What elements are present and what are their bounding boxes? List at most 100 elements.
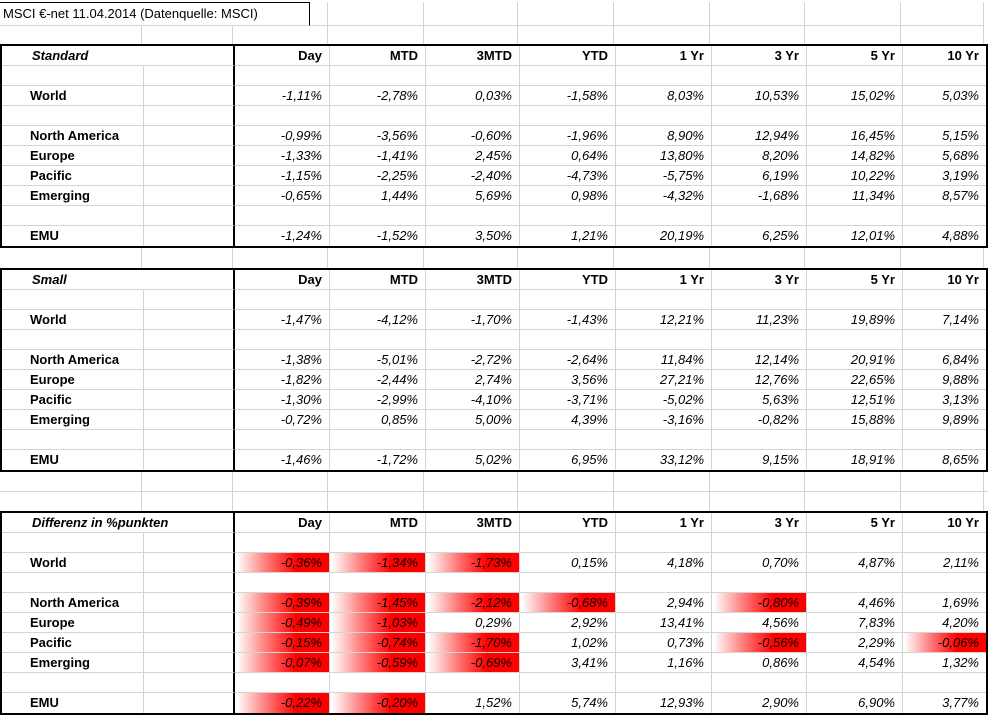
value-cell[interactable]: 6,25%: [712, 226, 807, 246]
value-cell[interactable]: 8,20%: [712, 146, 807, 166]
blank-cell[interactable]: [616, 66, 712, 86]
blank-cell[interactable]: [330, 673, 426, 693]
blank-cell[interactable]: [328, 2, 424, 26]
value-cell[interactable]: 13,41%: [616, 613, 712, 633]
value-cell[interactable]: -1,58%: [520, 86, 616, 106]
value-cell[interactable]: 0,86%: [712, 653, 807, 673]
value-cell[interactable]: 5,69%: [426, 186, 520, 206]
blank-cell[interactable]: [330, 430, 426, 450]
value-cell[interactable]: 12,76%: [712, 370, 807, 390]
blank-cell[interactable]: [144, 290, 235, 310]
value-cell[interactable]: -0,20%: [330, 693, 426, 713]
blank-cell[interactable]: [235, 66, 330, 86]
value-cell[interactable]: 6,19%: [712, 166, 807, 186]
blank-cell[interactable]: [144, 390, 235, 410]
blank-cell[interactable]: [233, 26, 328, 44]
value-cell[interactable]: 3,41%: [520, 653, 616, 673]
value-cell[interactable]: -4,10%: [426, 390, 520, 410]
value-cell[interactable]: -1,52%: [330, 226, 426, 246]
blank-cell[interactable]: [712, 673, 807, 693]
value-cell[interactable]: 1,02%: [520, 633, 616, 653]
blank-cell[interactable]: [144, 350, 235, 370]
blank-cell[interactable]: [328, 492, 424, 511]
value-cell[interactable]: 3,19%: [903, 166, 986, 186]
value-cell[interactable]: 4,39%: [520, 410, 616, 430]
blank-cell[interactable]: [0, 248, 142, 268]
blank-cell[interactable]: [2, 673, 144, 693]
column-header-3-yr[interactable]: 3 Yr: [712, 513, 807, 533]
column-header-1-yr[interactable]: 1 Yr: [616, 513, 712, 533]
blank-cell[interactable]: [144, 633, 235, 653]
blank-cell[interactable]: [424, 2, 518, 26]
blank-cell[interactable]: [144, 430, 235, 450]
value-cell[interactable]: 2,11%: [903, 553, 986, 573]
blank-cell[interactable]: [614, 26, 710, 44]
row-label-pacific[interactable]: Pacific: [2, 390, 144, 410]
value-cell[interactable]: 13,80%: [616, 146, 712, 166]
value-cell[interactable]: 9,89%: [903, 410, 986, 430]
blank-cell[interactable]: [712, 66, 807, 86]
blank-cell[interactable]: [903, 533, 986, 553]
blank-cell[interactable]: [616, 533, 712, 553]
blank-cell[interactable]: [807, 330, 903, 350]
value-cell[interactable]: 0,73%: [616, 633, 712, 653]
blank-cell[interactable]: [614, 2, 710, 26]
value-cell[interactable]: -5,01%: [330, 350, 426, 370]
value-cell[interactable]: 33,12%: [616, 450, 712, 470]
blank-cell[interactable]: [520, 206, 616, 226]
blank-cell[interactable]: [805, 472, 901, 492]
blank-cell[interactable]: [712, 290, 807, 310]
column-header-5-yr[interactable]: 5 Yr: [807, 513, 903, 533]
column-header-1-yr[interactable]: 1 Yr: [616, 46, 712, 66]
blank-cell[interactable]: [330, 290, 426, 310]
row-label-emerging[interactable]: Emerging: [2, 410, 144, 430]
blank-cell[interactable]: [712, 206, 807, 226]
blank-cell[interactable]: [235, 430, 330, 450]
column-header-3mtd[interactable]: 3MTD: [426, 270, 520, 290]
blank-cell[interactable]: [901, 492, 984, 511]
row-label-world[interactable]: World: [2, 553, 144, 573]
value-cell[interactable]: -1,70%: [426, 633, 520, 653]
value-cell[interactable]: -0,72%: [235, 410, 330, 430]
value-cell[interactable]: -2,12%: [426, 593, 520, 613]
value-cell[interactable]: -0,69%: [426, 653, 520, 673]
value-cell[interactable]: 12,51%: [807, 390, 903, 410]
column-header-10-yr[interactable]: 10 Yr: [903, 513, 986, 533]
value-cell[interactable]: -2,25%: [330, 166, 426, 186]
value-cell[interactable]: 2,92%: [520, 613, 616, 633]
column-header-5-yr[interactable]: 5 Yr: [807, 270, 903, 290]
blank-cell[interactable]: [2, 290, 144, 310]
value-cell[interactable]: 15,88%: [807, 410, 903, 430]
blank-cell[interactable]: [712, 430, 807, 450]
blank-cell[interactable]: [144, 410, 235, 430]
value-cell[interactable]: 5,03%: [903, 86, 986, 106]
value-cell[interactable]: -4,73%: [520, 166, 616, 186]
value-cell[interactable]: 3,77%: [942, 695, 979, 710]
value-cell[interactable]: 15,02%: [807, 86, 903, 106]
blank-cell[interactable]: [144, 533, 235, 553]
column-header-mtd[interactable]: MTD: [330, 270, 426, 290]
blank-cell[interactable]: [901, 248, 984, 268]
blank-cell[interactable]: [424, 492, 518, 511]
value-cell[interactable]: 20,19%: [616, 226, 712, 246]
value-cell[interactable]: -1,11%: [235, 86, 330, 106]
column-header-3-yr[interactable]: 3 Yr: [712, 46, 807, 66]
blank-cell[interactable]: [330, 533, 426, 553]
value-cell[interactable]: 22,65%: [807, 370, 903, 390]
blank-cell[interactable]: [330, 66, 426, 86]
blank-cell[interactable]: [712, 573, 807, 593]
column-header-day[interactable]: Day: [235, 270, 330, 290]
blank-cell[interactable]: [330, 330, 426, 350]
row-label-pacific[interactable]: Pacific: [2, 633, 144, 653]
blank-cell[interactable]: [2, 430, 144, 450]
value-cell[interactable]: 4,54%: [807, 653, 903, 673]
blank-cell[interactable]: [2, 573, 144, 593]
value-cell[interactable]: 7,14%: [903, 310, 986, 330]
value-cell[interactable]: -1,82%: [235, 370, 330, 390]
value-cell[interactable]: 2,29%: [807, 633, 903, 653]
blank-cell[interactable]: [807, 673, 903, 693]
section-title-cell[interactable]: Differenz in %punkten: [2, 513, 235, 533]
value-cell[interactable]: 9,88%: [903, 370, 986, 390]
value-cell[interactable]: 2,94%: [616, 593, 712, 613]
blank-cell[interactable]: [426, 533, 520, 553]
